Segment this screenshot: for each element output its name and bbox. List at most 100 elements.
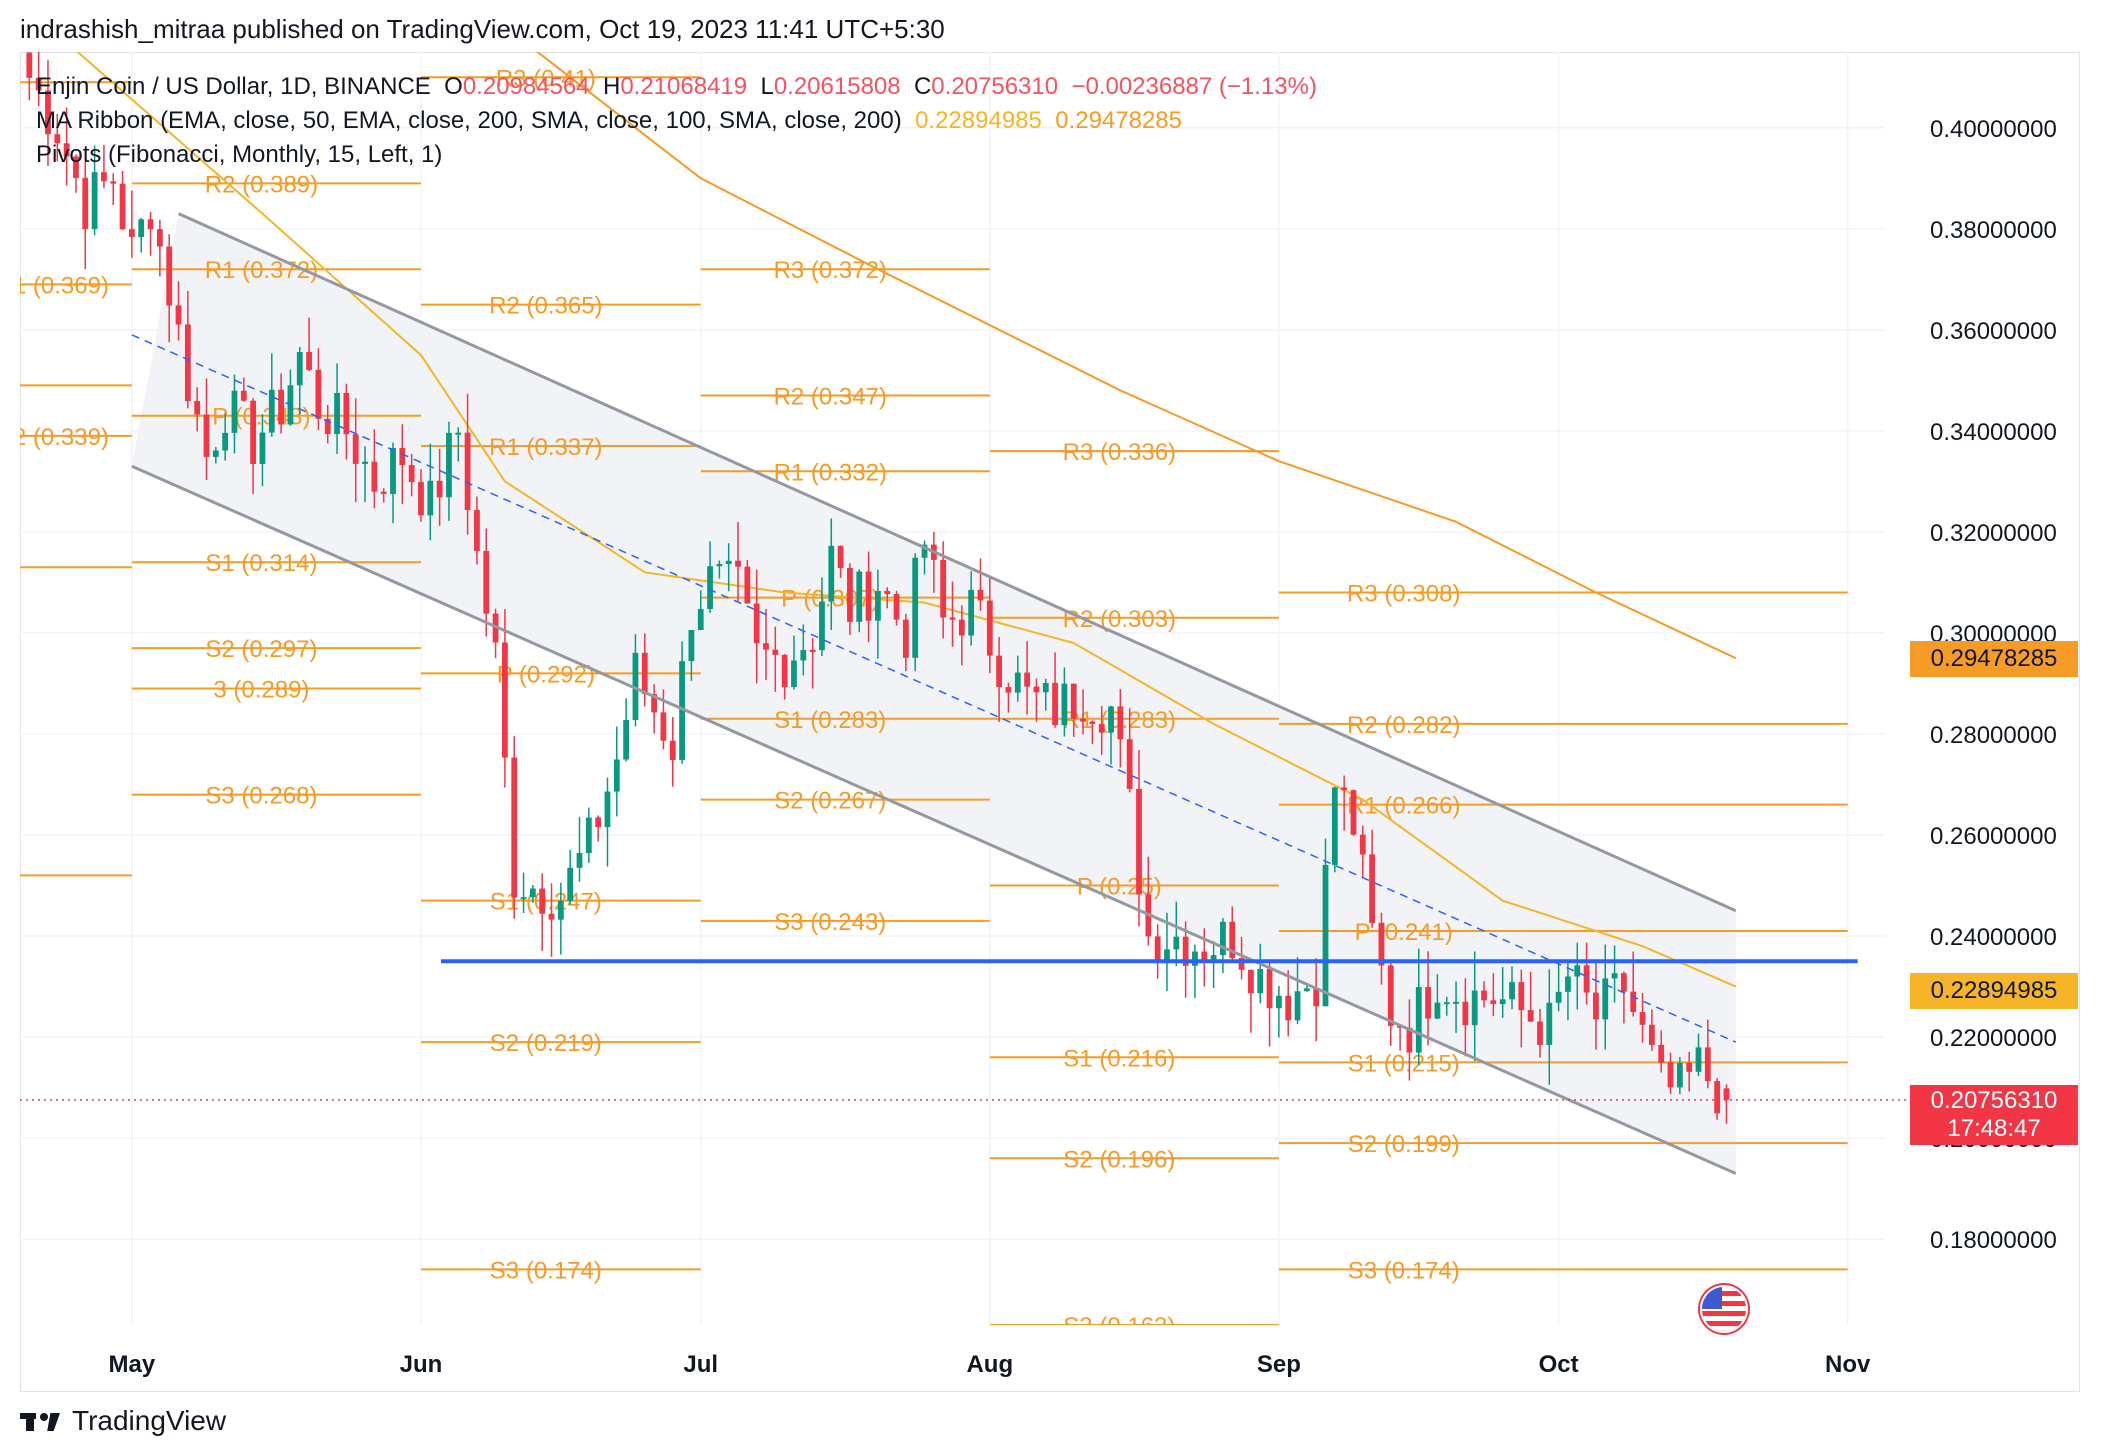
- candle-body: [110, 181, 117, 184]
- x-tick-label: Nov: [1825, 1351, 1871, 1378]
- candle-body: [1499, 999, 1506, 1005]
- pivot-label: 2 (0.339): [13, 424, 109, 451]
- candle-body: [82, 177, 89, 230]
- candle-body: [1089, 721, 1096, 724]
- legend-symbol-row: Enjin Coin / US Dollar, 1D, BINANCE O0.2…: [36, 70, 1317, 104]
- candle-body: [1173, 936, 1180, 950]
- candle-body: [1061, 683, 1068, 726]
- y-tick-label: 0.36000000: [1930, 318, 2057, 345]
- candle-body: [1201, 951, 1208, 963]
- pivot-label: S3 (0.268): [205, 783, 317, 810]
- legend-pivots-row: Pivots (Fibonacci, Monthly, 15, Left, 1): [36, 138, 1317, 172]
- pivot-label: S1 (0.283): [774, 707, 886, 734]
- candle-body: [604, 791, 611, 828]
- pivot-label: R2 (0.347): [774, 384, 887, 411]
- candle-body: [1555, 991, 1562, 1003]
- x-tick-label: Jul: [683, 1351, 718, 1378]
- candle-body: [585, 817, 592, 854]
- y-tick-label: 0.32000000: [1930, 520, 2057, 547]
- candle-body: [763, 643, 769, 650]
- candle-body: [921, 544, 928, 558]
- candle-body: [893, 594, 900, 620]
- candle-body: [1648, 1024, 1655, 1045]
- legend-symbol: Enjin Coin / US Dollar, 1D, BINANCE: [36, 73, 431, 100]
- candle-body: [119, 183, 126, 230]
- candle-body: [511, 757, 518, 898]
- candle-body: [1425, 987, 1431, 1019]
- candle-body: [1257, 968, 1264, 994]
- pivot-label: R3 (0.372): [774, 257, 887, 284]
- pivot-label: S2 (0.196): [1063, 1146, 1175, 1173]
- candle-body: [371, 461, 378, 492]
- legend-high: 0.21068419: [620, 73, 748, 100]
- pivot-label: S2 (0.199): [1348, 1131, 1460, 1158]
- pivot-label: S3 (0.174): [1348, 1257, 1460, 1284]
- candle-body: [1108, 706, 1114, 733]
- candle-body: [1583, 965, 1590, 993]
- candle-body: [464, 432, 471, 511]
- candle-body: [669, 740, 676, 761]
- candle-body: [334, 393, 340, 435]
- legend-ma-row: MA Ribbon (EMA, close, 50, EMA, close, 2…: [36, 104, 1317, 138]
- candle-body: [679, 661, 685, 761]
- candle-body: [474, 510, 480, 551]
- pivot-label: R3 (0.336): [1063, 439, 1176, 466]
- candle-body: [483, 550, 490, 614]
- candle-body: [343, 393, 350, 435]
- candle-body: [1285, 995, 1292, 1021]
- candle-body: [809, 649, 816, 652]
- candle-body: [101, 172, 107, 182]
- candle-body: [744, 566, 751, 604]
- chart-legend: Enjin Coin / US Dollar, 1D, BINANCE O0.2…: [36, 70, 1317, 172]
- candle-body: [1546, 1002, 1553, 1045]
- tradingview-logo-icon[interactable]: [20, 1409, 62, 1433]
- candle-body: [688, 629, 695, 662]
- legend-ma-value-1: 0.22894985: [915, 107, 1042, 134]
- candle-body: [166, 246, 173, 306]
- pivot-label: P (0.241): [1355, 919, 1453, 946]
- candle-body: [1192, 951, 1198, 966]
- candle-body: [1322, 864, 1329, 1007]
- candle-body: [800, 649, 807, 661]
- candle-body: [1462, 1001, 1469, 1026]
- candle-body: [296, 352, 303, 386]
- candle-body: [1154, 936, 1161, 964]
- candle-body: [1574, 965, 1581, 977]
- candle-body: [315, 369, 322, 419]
- candle-body: [623, 719, 630, 760]
- candle-body: [1275, 995, 1282, 1009]
- candle-body: [1565, 976, 1571, 992]
- candle-body: [902, 619, 909, 658]
- legend-change: −0.00236887 (−1.13%): [1071, 73, 1317, 100]
- candle-body: [1070, 683, 1077, 719]
- candle-body: [1471, 990, 1478, 1026]
- candle-body: [1443, 1002, 1450, 1005]
- channel-lower-line: [131, 464, 1737, 1175]
- us-flag-icon[interactable]: [1700, 1285, 1748, 1333]
- candle-body: [613, 759, 620, 792]
- channel-upper-line: [177, 212, 1737, 913]
- candle-body: [1331, 787, 1338, 865]
- candle-body: [651, 694, 657, 713]
- candle-body: [1611, 973, 1618, 979]
- tradingview-brand[interactable]: TradingView: [72, 1405, 227, 1436]
- pivot-label: R1 (0.266): [1347, 793, 1460, 820]
- pivot-label: R2 (0.282): [1347, 712, 1460, 739]
- candle-body: [1378, 922, 1385, 966]
- candle-body: [1350, 790, 1357, 835]
- candle-body: [1704, 1047, 1711, 1082]
- candle-body: [446, 432, 452, 498]
- candle-body: [632, 652, 639, 720]
- candle-body: [1667, 1062, 1674, 1088]
- current-price-value: 0.20756310: [1930, 1087, 2058, 1114]
- candle-body: [1453, 1001, 1459, 1004]
- candle-body: [129, 229, 135, 238]
- candle-body: [138, 219, 145, 238]
- candle-body: [1527, 1010, 1534, 1022]
- pivot-label: S1 (0.247): [490, 889, 602, 916]
- candle-body: [856, 571, 863, 622]
- candle-body: [557, 900, 564, 920]
- candle-body: [735, 560, 741, 567]
- candle-body: [1313, 988, 1320, 1007]
